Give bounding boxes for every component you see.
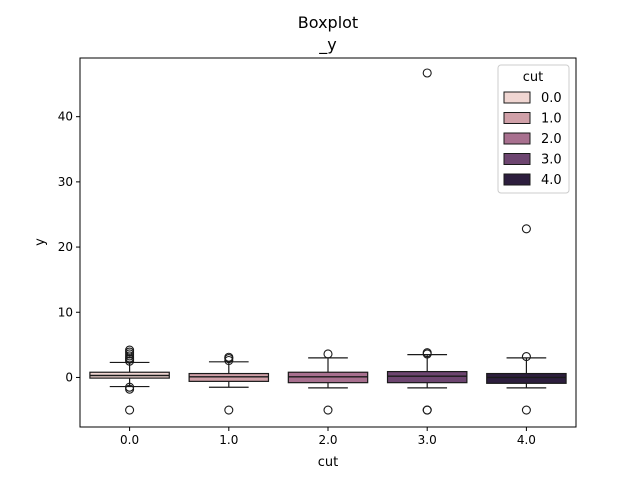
chart-title-line-2: _y bbox=[318, 35, 336, 55]
y-axis-label: y bbox=[33, 238, 48, 246]
outlier-point bbox=[521, 224, 531, 234]
y-tick-label: 10 bbox=[58, 305, 73, 319]
box-0.0 bbox=[89, 345, 170, 415]
legend-entry-label: 4.0 bbox=[541, 173, 562, 188]
outlier-point bbox=[224, 352, 234, 362]
outlier-point bbox=[323, 349, 333, 359]
outlier-point bbox=[125, 384, 135, 394]
y-tick-label: 20 bbox=[58, 240, 73, 254]
legend-title: cut bbox=[523, 70, 543, 85]
y-axis: 0 10 20 30 40 bbox=[58, 110, 80, 384]
legend: cut 0.0 1.0 2.0 3.0 4.0 bbox=[497, 64, 570, 194]
x-axis: 0.0 1.0 2.0 3.0 4.0 bbox=[120, 427, 536, 447]
legend-entry-label: 0.0 bbox=[541, 91, 562, 106]
x-tick-label: 3.0 bbox=[418, 433, 437, 447]
chart-title-line-1: Boxplot bbox=[298, 13, 358, 32]
outlier-point bbox=[521, 405, 531, 415]
legend-swatch bbox=[503, 153, 531, 165]
box-body bbox=[386, 370, 468, 384]
outlier-point bbox=[422, 348, 432, 358]
y-tick-label: 0 bbox=[65, 370, 73, 384]
y-tick-label: 30 bbox=[58, 175, 73, 189]
x-tick-label: 2.0 bbox=[318, 433, 337, 447]
box-3.0 bbox=[386, 68, 468, 415]
x-axis-label: cut bbox=[318, 455, 338, 470]
outlier-point bbox=[521, 352, 531, 362]
x-tick-label: 4.0 bbox=[517, 433, 536, 447]
legend-swatch bbox=[503, 173, 531, 186]
box-1.0 bbox=[188, 352, 270, 415]
legend-swatch bbox=[503, 112, 531, 124]
box-2.0 bbox=[287, 349, 369, 415]
legend-swatch bbox=[503, 132, 531, 145]
legend-swatch bbox=[503, 91, 531, 104]
outlier-point bbox=[422, 68, 432, 78]
box-4.0 bbox=[486, 224, 567, 415]
outlier-point bbox=[224, 405, 234, 415]
legend-entry-label: 3.0 bbox=[541, 153, 562, 168]
outlier-point bbox=[125, 345, 135, 355]
outlier-point bbox=[125, 405, 135, 415]
outlier-point bbox=[323, 405, 333, 415]
x-tick-label: 1.0 bbox=[219, 433, 238, 447]
x-tick-label: 0.0 bbox=[120, 433, 139, 447]
outlier-point bbox=[422, 405, 432, 415]
legend-entry-label: 2.0 bbox=[541, 132, 562, 147]
y-tick-label: 40 bbox=[58, 110, 73, 124]
box-series bbox=[89, 68, 567, 415]
legend-entry-label: 1.0 bbox=[541, 112, 562, 127]
box-body bbox=[486, 372, 567, 384]
